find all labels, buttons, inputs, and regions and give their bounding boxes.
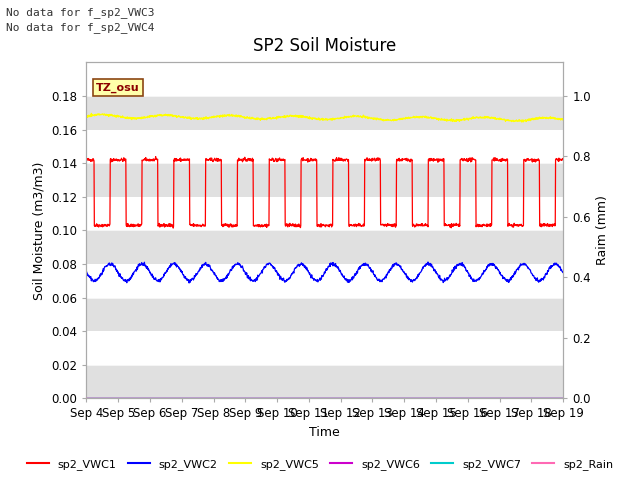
Bar [86, 163, 563, 197]
Bar [86, 197, 563, 230]
Text: TZ_osu: TZ_osu [96, 83, 140, 93]
Bar [86, 298, 563, 331]
Bar [86, 96, 563, 130]
Bar [86, 264, 563, 298]
Text: No data for f_sp2_VWC4: No data for f_sp2_VWC4 [6, 22, 155, 33]
Bar [86, 331, 563, 365]
X-axis label: Time: Time [309, 426, 340, 439]
Title: SP2 Soil Moisture: SP2 Soil Moisture [253, 37, 396, 55]
Y-axis label: Raim (mm): Raim (mm) [596, 195, 609, 265]
Legend: sp2_VWC1, sp2_VWC2, sp2_VWC5, sp2_VWC6, sp2_VWC7, sp2_Rain: sp2_VWC1, sp2_VWC2, sp2_VWC5, sp2_VWC6, … [22, 455, 618, 474]
Bar [86, 365, 563, 398]
Bar [86, 130, 563, 163]
Text: No data for f_sp2_VWC3: No data for f_sp2_VWC3 [6, 7, 155, 18]
Y-axis label: Soil Moisture (m3/m3): Soil Moisture (m3/m3) [33, 161, 45, 300]
Bar [86, 230, 563, 264]
